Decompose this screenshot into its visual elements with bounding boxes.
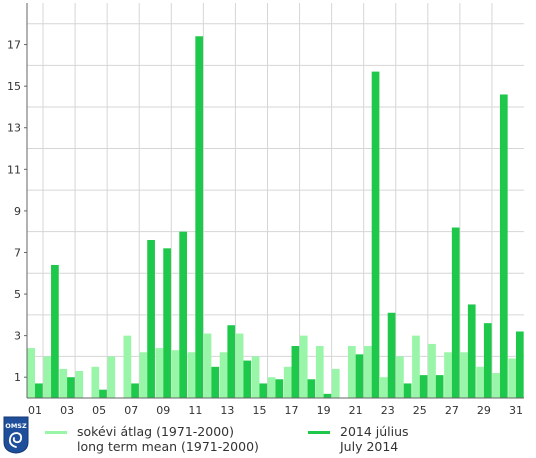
x-tick-label: 21 [349,404,363,417]
bar-long-term-mean-07 [123,335,132,398]
logo-text: OMSZ [5,422,27,430]
bar-long-term-mean-14 [235,333,244,398]
bar-long-term-mean-04 [75,370,84,398]
bar-long-term-mean-28 [460,352,468,398]
bar-long-term-mean-13 [219,352,228,398]
legend-label-hu-july-2014: 2014 július [340,424,409,439]
bar-long-term-mean-25 [412,335,420,398]
bar-long-term-mean-05 [91,366,100,398]
y-tick-label: 17 [7,39,21,52]
bar-long-term-mean-03 [59,368,68,398]
y-tick-label: 5 [14,288,21,301]
bar-july-2014-25 [419,375,428,398]
bar-july-2014-15 [259,383,268,398]
x-tick-label: 09 [156,404,170,417]
bar-july-2014-24 [403,383,412,398]
x-tick-label: 19 [317,404,331,417]
bar-long-term-mean-11 [187,352,196,398]
y-tick-label: 1 [14,371,21,384]
legend-label-july-2014: July 2014 [340,439,399,454]
bar-july-2014-26 [435,375,444,398]
bar-july-2014-31 [515,331,524,398]
bar-long-term-mean-01 [27,348,36,398]
bar-july-2014-11 [195,36,204,399]
bar-july-2014-22 [371,71,380,399]
bar-long-term-mean-26 [428,343,436,398]
x-tick-label: 31 [509,404,523,417]
legend-swatch-july-2014 [308,431,330,434]
bar-long-term-mean-29 [476,366,484,398]
bar-july-2014-01 [35,383,43,398]
bar-long-term-mean-24 [396,356,404,398]
y-tick-label: 11 [7,163,21,176]
bar-july-2014-10 [179,231,188,398]
bar-july-2014-05 [99,389,107,398]
omsz-logo: OMSZ [3,416,29,454]
bar-july-2014-13 [227,325,236,398]
y-tick-label: 15 [7,80,21,93]
bar-july-2014-17 [291,346,300,398]
bar-long-term-mean-27 [444,352,452,398]
y-tick-label: 3 [14,330,21,343]
bar-long-term-mean-21 [347,346,356,398]
bar-long-term-mean-08 [139,352,148,398]
bar-july-2014-09 [163,248,171,398]
bar-july-2014-30 [499,94,508,398]
legend-label-hu-long-term-mean: sokévi átlag (1971-2000) [77,424,234,439]
legend-swatch-long-term-mean [45,431,67,434]
bar-long-term-mean-09 [155,348,164,398]
bar-long-term-mean-30 [492,373,500,398]
chart-grid [27,3,524,398]
bar-july-2014-07 [131,383,139,398]
x-tick-label: 13 [220,404,234,417]
bar-long-term-mean-16 [267,377,276,398]
bar-long-term-mean-19 [315,346,324,398]
x-tick-label: 01 [28,404,42,417]
legend-item-july-2014: 2014 július July 2014 [308,424,458,456]
bar-long-term-mean-12 [203,333,212,398]
x-tick-label: 05 [92,404,106,417]
bar-long-term-mean-10 [171,350,180,398]
x-tick-label: 23 [381,404,395,417]
y-tick-label: 13 [7,122,21,135]
bar-july-2014-23 [387,312,396,398]
y-tick-label: 7 [14,246,21,259]
legend-label-long-term-mean: long term mean (1971-2000) [77,439,259,454]
bar-long-term-mean-31 [508,358,516,398]
bar-long-term-mean-23 [380,377,388,398]
bar-july-2014-16 [275,379,284,398]
y-tick-label: 9 [14,205,21,218]
bar-long-term-mean-06 [107,356,116,398]
legend-item-long-term-mean: sokévi átlag (1971-2000) long term mean … [45,424,295,456]
x-tick-label: 03 [60,404,74,417]
bar-july-2014-08 [147,240,155,398]
x-tick-label: 27 [445,404,459,417]
x-tick-label: 17 [285,404,299,417]
bar-july-2014-02 [51,264,59,398]
bar-long-term-mean-02 [43,356,52,398]
bar-long-term-mean-15 [251,356,260,398]
bar-july-2014-27 [451,227,460,398]
bar-july-2014-21 [355,354,364,398]
x-tick-labels: 01 03 05 07 09 11 13 15 17 19 21 23 25 27 29 31 [28,404,523,417]
bar-long-term-mean-22 [363,346,372,398]
chart-bars [27,36,524,399]
x-tick-label: 25 [413,404,427,417]
x-tick-label: 11 [188,404,202,417]
bar-july-2014-28 [467,304,476,398]
bar-long-term-mean-20 [331,368,340,398]
bar-long-term-mean-18 [299,335,308,398]
bar-july-2014-14 [243,360,252,398]
bar-long-term-mean-17 [283,366,292,398]
bar-july-2014-19 [323,393,332,398]
bar-july-2014-03 [67,377,75,398]
x-tick-label: 15 [252,404,266,417]
bar-july-2014-29 [483,323,492,398]
x-tick-label: 29 [477,404,491,417]
x-tick-label: 07 [124,404,138,417]
bar-july-2014-12 [211,366,220,398]
bar-july-2014-18 [307,379,316,398]
